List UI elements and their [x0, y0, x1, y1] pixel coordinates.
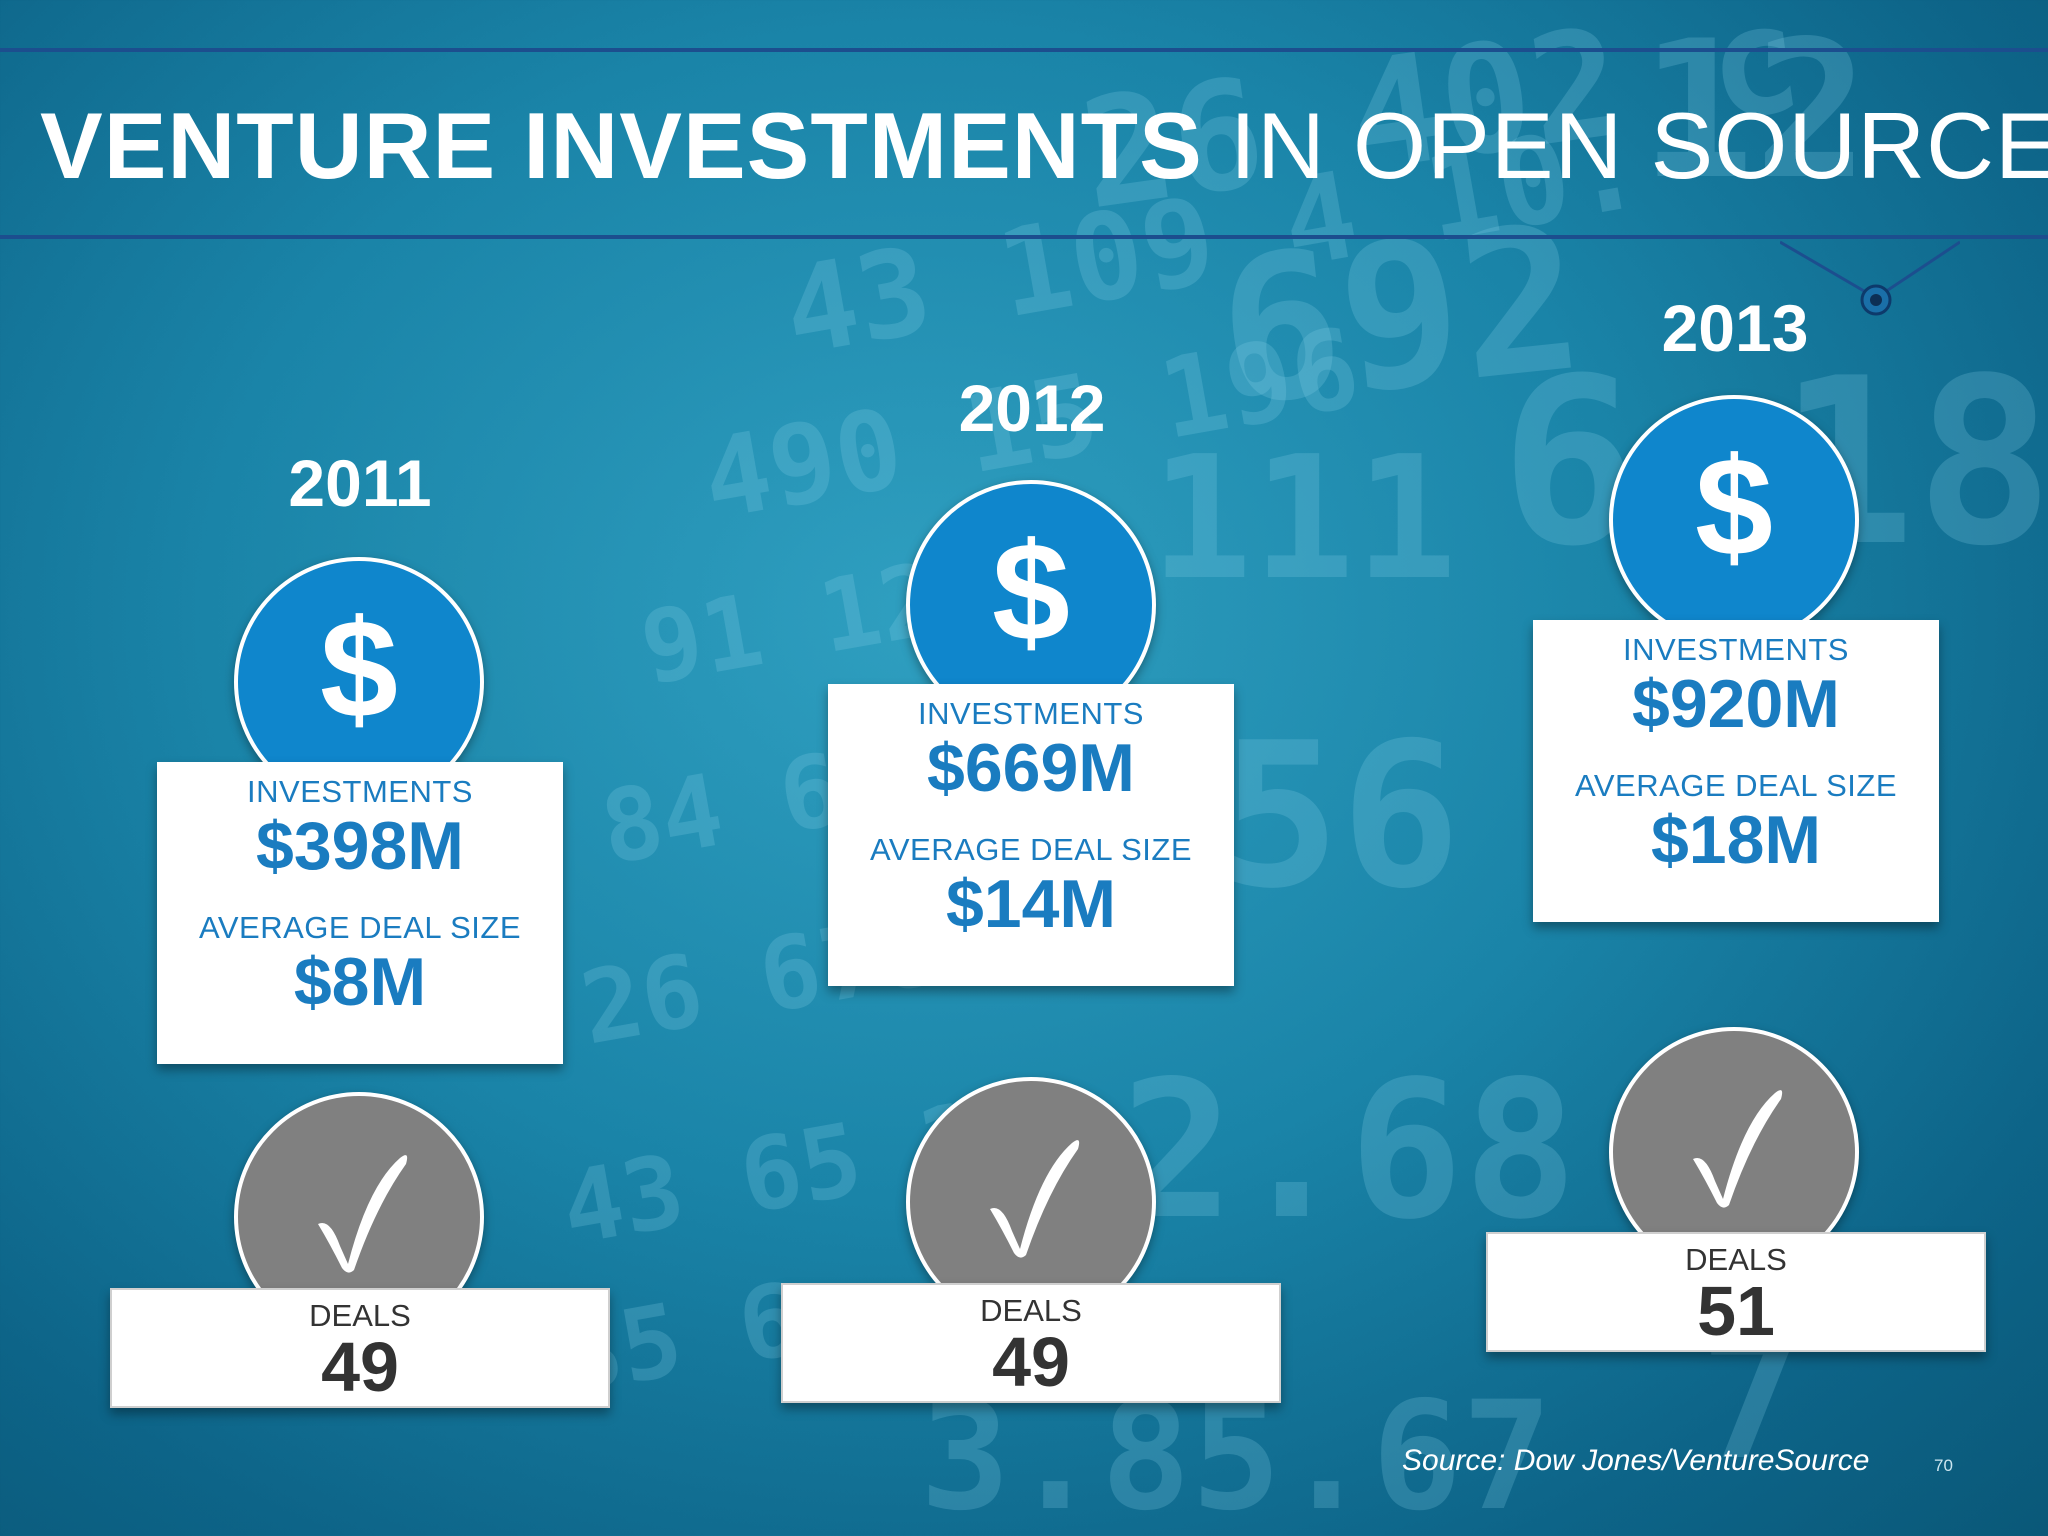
title-rest: IN OPEN SOURCE: [1202, 93, 2048, 198]
avg-deal-size-value: $8M: [293, 944, 427, 1020]
deals-card-2012: DEALS 49: [781, 1283, 1281, 1403]
header-bottom-rule: [0, 235, 2048, 239]
title-bold: VENTURE INVESTMENTS: [40, 93, 1203, 198]
dollar-glyph: $: [1695, 428, 1773, 585]
avg-deal-size-label: AVERAGE DEAL SIZE: [198, 910, 522, 945]
deals-card-2013: DEALS 51: [1486, 1232, 1986, 1352]
deals-card-2011: DEALS 49: [110, 1288, 610, 1408]
avg-deal-size-label: AVERAGE DEAL SIZE: [869, 832, 1193, 867]
avg-deal-size-label: AVERAGE DEAL SIZE: [1574, 768, 1898, 803]
avg-deal-size-value: $18M: [1650, 802, 1822, 878]
investments-value: $669M: [927, 730, 1135, 806]
deals-label: DEALS: [309, 1298, 411, 1333]
deals-label: DEALS: [980, 1293, 1082, 1328]
source-citation: Source: Dow Jones/VentureSource: [1402, 1444, 1870, 1477]
dollar-glyph: $: [992, 513, 1070, 670]
deals-value: 49: [321, 1328, 399, 1406]
investments-card-2012: INVESTMENTS $669M AVERAGE DEAL SIZE $14M: [828, 684, 1234, 986]
investments-label: INVESTMENTS: [1623, 632, 1849, 667]
title-pointer-icon: [1780, 240, 1960, 316]
investments-label: INVESTMENTS: [918, 696, 1144, 731]
year-2013-label: 2013: [1661, 291, 1809, 365]
investments-value: $398M: [256, 808, 464, 884]
dollar-glyph: $: [320, 590, 398, 747]
year-2011-label: 2011: [288, 446, 432, 520]
investments-label: INVESTMENTS: [247, 774, 473, 809]
investments-value: $920M: [1632, 666, 1840, 742]
dollar-icon: $: [1609, 395, 1859, 645]
header-top-rule: [0, 48, 2048, 52]
page-number: 70: [1934, 1456, 1953, 1475]
investments-card-2013: INVESTMENTS $920M AVERAGE DEAL SIZE $18M: [1533, 620, 1939, 922]
deals-value: 49: [992, 1323, 1070, 1401]
slide-title: VENTURE INVESTMENTS IN OPEN SOURCE: [40, 92, 2048, 200]
investments-card-2011: INVESTMENTS $398M AVERAGE DEAL SIZE $8M: [157, 762, 563, 1064]
deals-value: 51: [1697, 1272, 1775, 1350]
avg-deal-size-value: $14M: [945, 866, 1117, 942]
deals-label: DEALS: [1685, 1242, 1787, 1277]
year-2012-label: 2012: [958, 371, 1106, 445]
